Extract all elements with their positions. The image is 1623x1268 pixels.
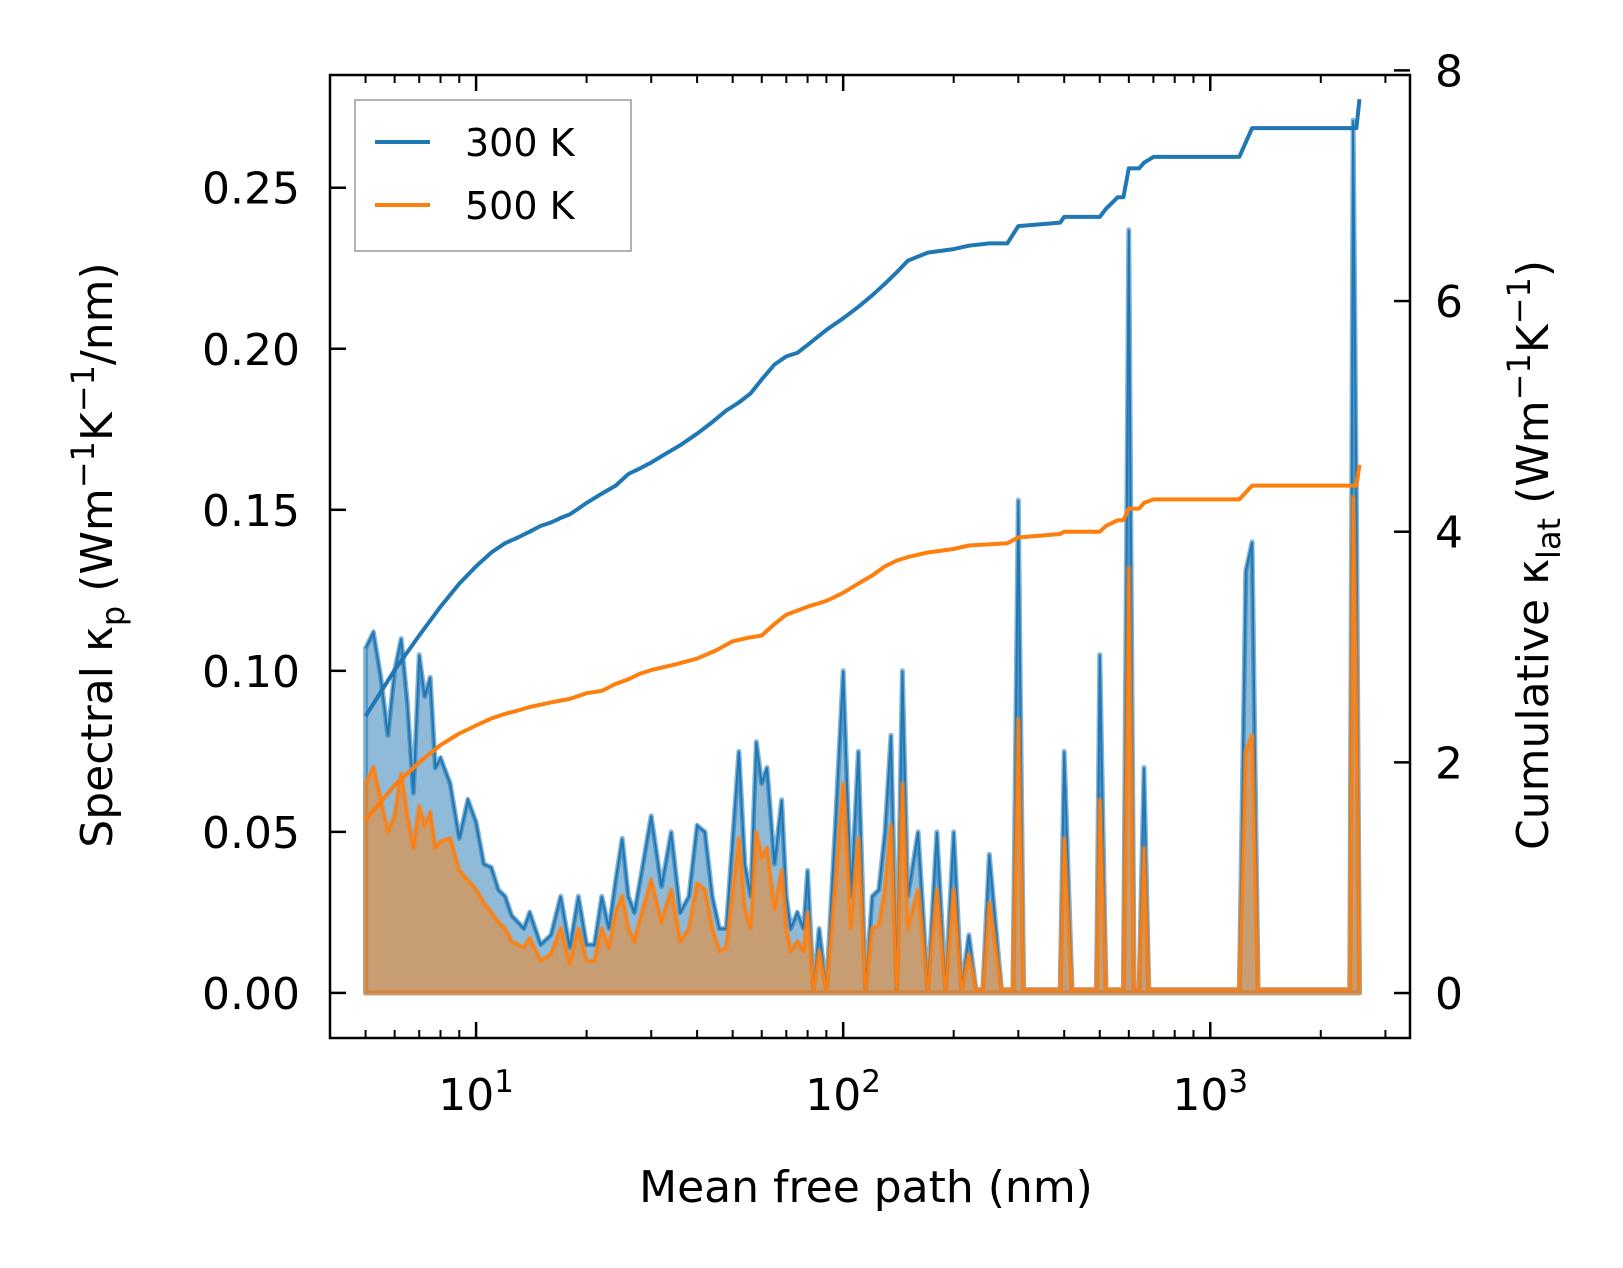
y-left-pre: Spectral κ: [72, 626, 123, 848]
x-tick-label-exp: 3: [1228, 1064, 1248, 1100]
legend: 300 K 500 K: [354, 99, 632, 252]
x-tick-label: 101: [438, 1064, 514, 1121]
y-right-k: K: [1508, 323, 1559, 353]
y-left-tick-label: 0.10: [202, 647, 300, 698]
cumulative-layer: [363, 98, 1362, 822]
y-right-tick-label: 4: [1435, 508, 1463, 559]
y-left-sub: p: [94, 606, 132, 626]
y-right-tick-label: 2: [1435, 738, 1463, 789]
x-tick-label-exp: 2: [861, 1064, 881, 1100]
plot-frame: [328, 73, 1412, 1040]
x-tick-label-exp: 1: [494, 1064, 514, 1100]
y-right-tick-label: 6: [1435, 277, 1463, 328]
y-right-exp2: −1: [1500, 277, 1538, 324]
x-tick-label-base: 10: [805, 1070, 861, 1121]
y-left-unit-open: (Wm: [72, 488, 123, 606]
y-left-tick-label: 0.15: [202, 486, 300, 537]
cumulative-line-300k: [363, 98, 1362, 718]
x-tick-label-base: 10: [438, 1070, 494, 1121]
y-right-tick-label: 0: [1435, 969, 1463, 1020]
legend-label-300k: 300 K: [465, 121, 576, 165]
y-axis-label-right: Cumulative κlat (Wm−1K−1): [1500, 260, 1568, 850]
y-left-tick-label: 0.25: [202, 164, 300, 215]
y-right-exp1: −1: [1500, 353, 1538, 400]
y-left-tick-label: 0.20: [202, 325, 300, 376]
y-left-k: K: [72, 411, 123, 441]
x-tick-label-base: 10: [1172, 1070, 1228, 1121]
y-right-tick-label: 8: [1435, 46, 1463, 97]
cumulative-line-500k: [364, 464, 1362, 822]
y-right-unit-open: (Wm: [1508, 400, 1559, 518]
legend-label-500k: 500 K: [465, 184, 576, 228]
y-left-tick-label: 0.05: [202, 808, 300, 859]
spectral-layer: [363, 117, 1362, 996]
y-left-exp2: −1: [64, 365, 102, 412]
x-tick-label: 103: [1172, 1064, 1248, 1121]
y-axis-label-left: Spectral κp (Wm−1K−1/nm): [64, 262, 132, 847]
y-left-exp1: −1: [64, 441, 102, 488]
legend-box: [354, 99, 632, 252]
spectral-line-300k: [364, 120, 1361, 991]
spectral-line-500k: [364, 496, 1361, 991]
y-left-tick-label: 0.00: [202, 969, 300, 1020]
y-right-unit-close: ): [1508, 260, 1559, 277]
x-tick-label: 102: [805, 1064, 881, 1121]
y-right-pre: Cumulative κ: [1508, 559, 1559, 850]
y-right-sub: lat: [1530, 518, 1568, 559]
y-left-unit-close: /nm): [72, 262, 123, 365]
x-axis-label: Mean free path (nm): [639, 1162, 1093, 1213]
